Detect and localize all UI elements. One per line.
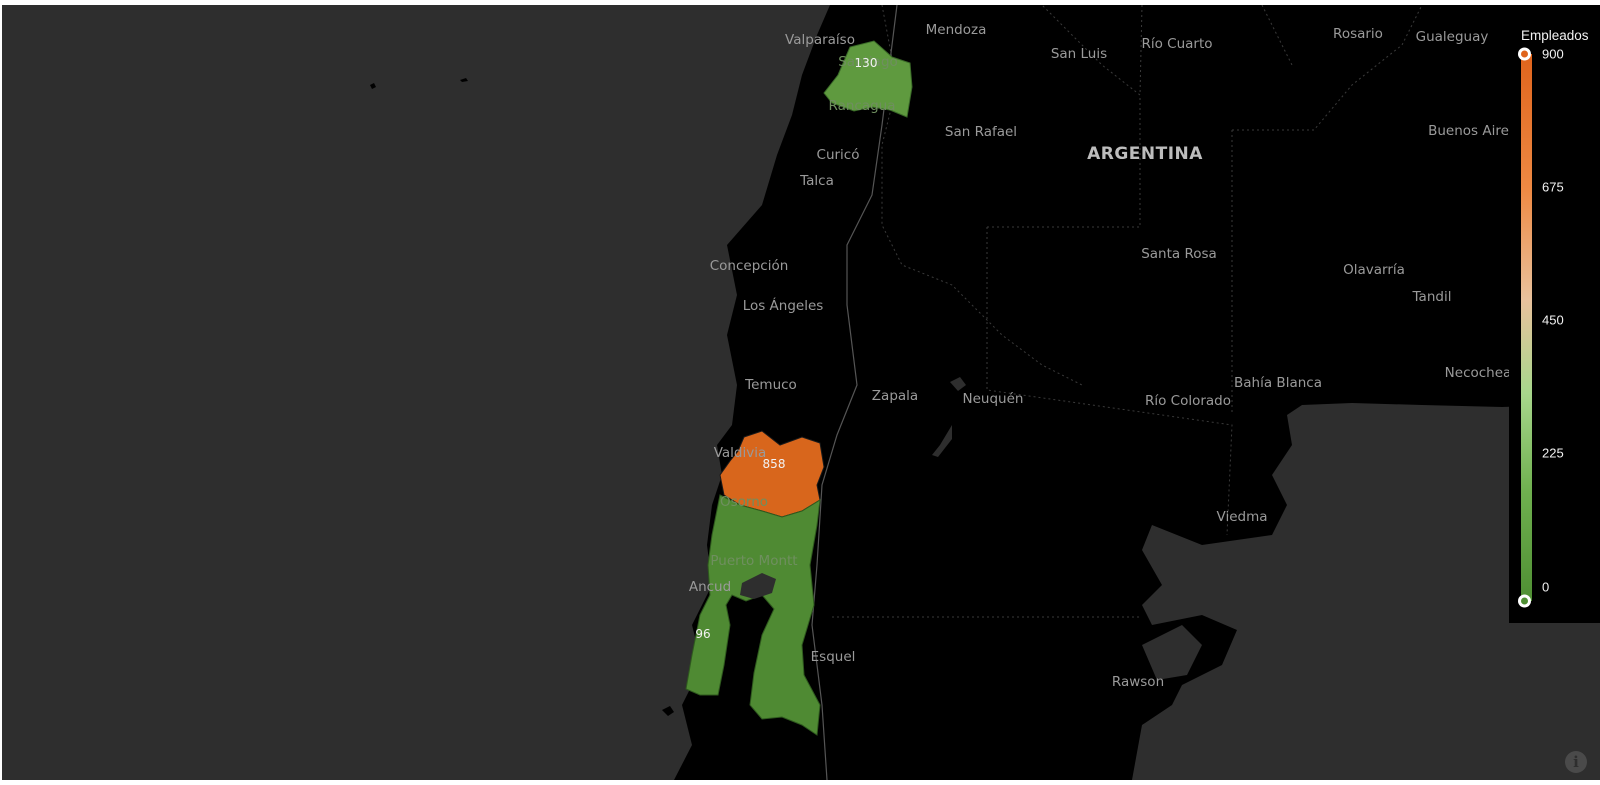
region-value-label: 130 [854, 56, 878, 70]
city-label: Valdivia [713, 445, 767, 461]
info-icon[interactable]: i [1565, 751, 1587, 773]
city-label: Gualeguay [1415, 29, 1489, 45]
city-label: Buenos Aires [1428, 123, 1516, 139]
city-label: Osorno [719, 494, 769, 510]
city-label: Rancagua [828, 98, 896, 114]
city-label: Mendoza [925, 22, 987, 38]
city-label: Viedma [1216, 509, 1268, 525]
island [370, 78, 729, 763]
city-label: Olavarría [1343, 262, 1405, 278]
city-label: Río Cuarto [1141, 36, 1213, 52]
map-basemap [370, 5, 1600, 780]
city-label: Ancud [688, 579, 732, 595]
city-label: Puerto Montt [710, 553, 798, 569]
water-body [757, 377, 1202, 680]
city-label: Concepción [709, 258, 789, 274]
city-label: Talca [800, 173, 834, 189]
legend-tick: 450 [1542, 312, 1564, 328]
city-label: San Luis [1050, 46, 1108, 62]
legend-color-ramp [1521, 54, 1532, 601]
legend-tick: 0 [1542, 579, 1550, 595]
city-label: Santa Rosa [1141, 246, 1217, 262]
region-value-label: 858 [762, 457, 786, 471]
boundaries [832, 5, 1423, 618]
city-label: Necochea [1444, 365, 1512, 381]
city-label: Bahía Blanca [1234, 375, 1322, 391]
map-canvas[interactable]: Valparaíso Santiago Rancagua Mendoza San… [2, 5, 1600, 780]
country-label: ARGENTINA [1087, 144, 1203, 164]
city-label: Neuquén [962, 391, 1024, 407]
legend-tick: 900 [1542, 46, 1564, 62]
legend-max-handle[interactable] [1518, 47, 1531, 61]
city-label: Rosario [1333, 26, 1383, 42]
city-label: Zapala [871, 388, 919, 404]
city-label: Rawson [1111, 674, 1165, 690]
city-label: Valparaíso [785, 32, 855, 48]
color-legend: Empleados 900 675 450 225 0 [1509, 14, 1600, 623]
region-metropolitana [823, 40, 913, 118]
legend-title: Empleados [1521, 28, 1589, 43]
city-label: Santiago [838, 54, 898, 70]
city-label: Curicó [816, 147, 860, 163]
region-los-lagos [685, 494, 821, 736]
legend-tick: 225 [1542, 445, 1564, 461]
country-border [811, 5, 898, 780]
region-value-label: 96 [695, 627, 711, 641]
city-label: Tandil [1412, 289, 1452, 305]
legend-min-handle[interactable] [1518, 594, 1531, 608]
city-label: Río Colorado [1144, 393, 1232, 409]
city-label: Esquel [810, 649, 856, 665]
land-area [674, 5, 1600, 780]
city-label: Temuco [745, 377, 797, 393]
city-label: Los Ángeles [742, 298, 824, 314]
city-label: San Rafael [944, 124, 1018, 140]
legend-tick: 675 [1542, 179, 1564, 195]
channel [740, 573, 776, 599]
